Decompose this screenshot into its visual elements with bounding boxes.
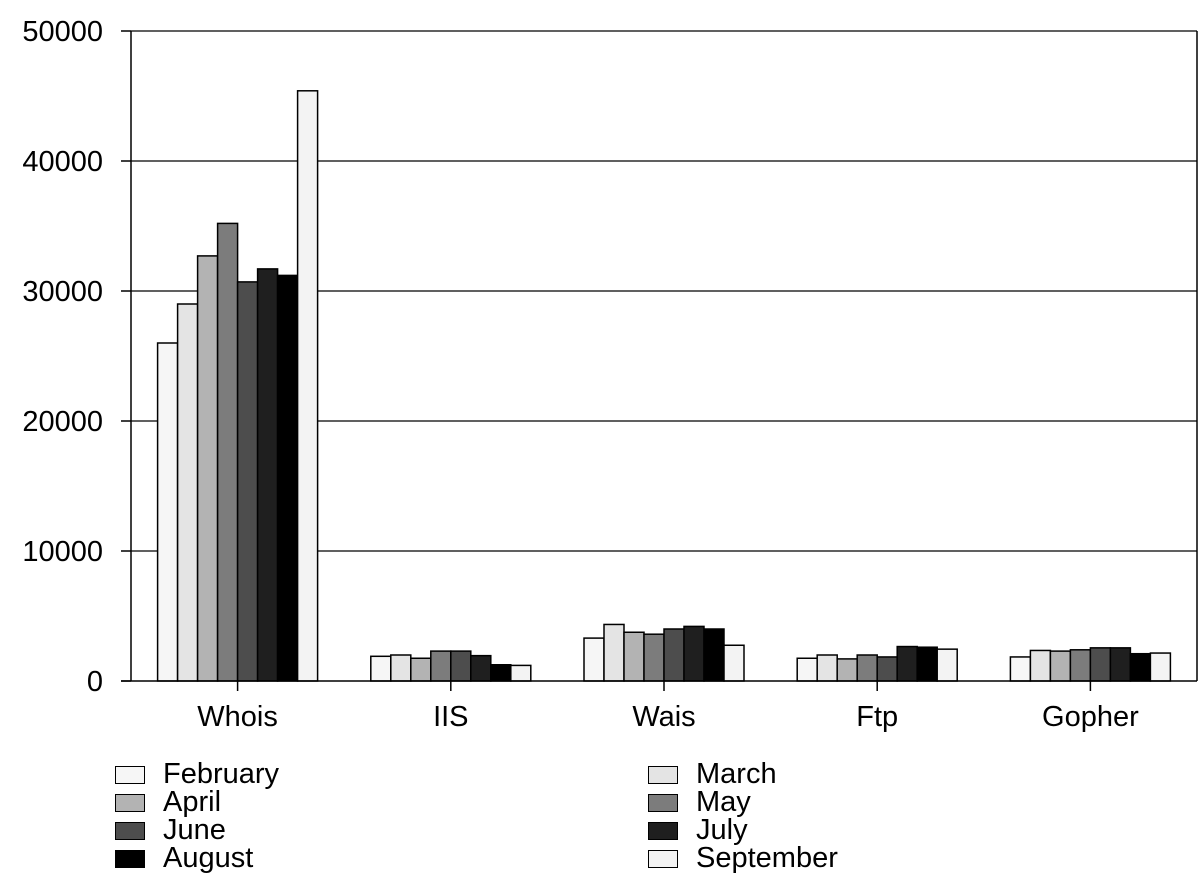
legend-item: May xyxy=(648,786,751,818)
bar-whois-april xyxy=(196,255,219,682)
legend-label: June xyxy=(163,814,226,846)
bar-gopher-february xyxy=(1009,656,1032,682)
y-axis-ticks: 0 10000 20000 30000 40000 50000 xyxy=(22,16,131,698)
x-tick-label: IIS xyxy=(433,701,468,733)
x-tick-label: Gopher xyxy=(1042,701,1139,733)
legend-swatch xyxy=(648,821,678,840)
bar-ftp-september xyxy=(936,648,958,682)
legend-swatch xyxy=(115,821,145,840)
bar-iis-august xyxy=(490,664,512,682)
bar-whois-september xyxy=(296,90,319,682)
y-tick-label: 50000 xyxy=(22,16,103,48)
x-tick-label: Wais xyxy=(632,701,695,733)
bar-ftp-may xyxy=(856,654,878,682)
bar-whois-march xyxy=(176,303,199,682)
legend-label: February xyxy=(163,758,280,790)
bar-wais-march xyxy=(603,623,625,682)
legend-label: May xyxy=(696,786,751,818)
bar-gopher-april xyxy=(1049,650,1072,682)
legend-item: February xyxy=(115,758,280,790)
bar-whois-july xyxy=(256,268,279,682)
bar-gopher-may xyxy=(1069,649,1092,682)
bar-wais-april xyxy=(623,631,645,682)
bar-iis-september xyxy=(510,664,532,682)
legend-item: June xyxy=(115,814,226,846)
bar-wais-september xyxy=(723,644,745,682)
bar-gopher-august xyxy=(1129,652,1152,682)
bar-ftp-february xyxy=(796,657,818,682)
bar-whois-february xyxy=(156,342,179,682)
bar-iis-may xyxy=(430,650,452,682)
y-tick-label: 30000 xyxy=(22,276,103,308)
bar-wais-july xyxy=(683,625,705,682)
y-tick-label: 0 xyxy=(87,666,103,698)
bar-ftp-july xyxy=(896,645,918,682)
bar-ftp-april xyxy=(836,658,858,682)
bar-wais-august xyxy=(703,628,725,682)
bar-whois-august xyxy=(276,274,299,682)
bar-gopher-september xyxy=(1149,652,1172,682)
legend-item: September xyxy=(648,842,838,874)
bar-whois-june xyxy=(236,281,259,682)
bar-gopher-june xyxy=(1089,647,1112,682)
legend-label: September xyxy=(696,842,838,874)
bar-iis-february xyxy=(370,655,392,682)
y-tick-label: 10000 xyxy=(22,536,103,568)
legend-label: August xyxy=(163,842,254,874)
bar-gopher-july xyxy=(1109,647,1132,682)
bar-chart: 0 10000 20000 30000 40000 50000 Whois IIS Wais F… xyxy=(22,16,1198,733)
bar-ftp-august xyxy=(916,646,938,682)
axes xyxy=(121,31,1198,682)
legend-item: July xyxy=(648,814,748,846)
legend-swatch xyxy=(648,849,678,868)
bar-iis-july xyxy=(470,654,492,682)
bar-wais-february xyxy=(583,637,605,682)
legend-item: August xyxy=(115,842,254,874)
legend-item: April xyxy=(115,786,222,818)
y-tick-label: 20000 xyxy=(22,406,103,438)
bar-wais-may xyxy=(643,633,665,682)
legend-label: April xyxy=(163,786,222,818)
legend-label: March xyxy=(696,758,777,790)
bar-wais-june xyxy=(663,628,685,682)
legend-item: March xyxy=(648,758,777,790)
x-axis-ticks: Whois IIS Wais Ftp Gopher xyxy=(197,681,1139,733)
y-tick-label: 40000 xyxy=(22,146,103,178)
legend-label: July xyxy=(696,814,748,846)
legend-swatch xyxy=(115,765,145,784)
bar-gopher-march xyxy=(1029,649,1052,682)
bar-iis-march xyxy=(390,654,412,682)
bar-ftp-june xyxy=(876,656,898,682)
x-tick-label: Ftp xyxy=(856,701,898,733)
legend-swatch xyxy=(115,793,145,812)
x-tick-label: Whois xyxy=(197,701,278,733)
bar-ftp-march xyxy=(816,654,838,682)
bar-iis-june xyxy=(450,650,472,682)
legend-swatch xyxy=(648,765,678,784)
bar-iis-april xyxy=(410,657,432,682)
bars xyxy=(156,90,1172,682)
legend-swatch xyxy=(115,849,145,868)
legend-swatch xyxy=(648,793,678,812)
bar-whois-may xyxy=(216,222,239,682)
